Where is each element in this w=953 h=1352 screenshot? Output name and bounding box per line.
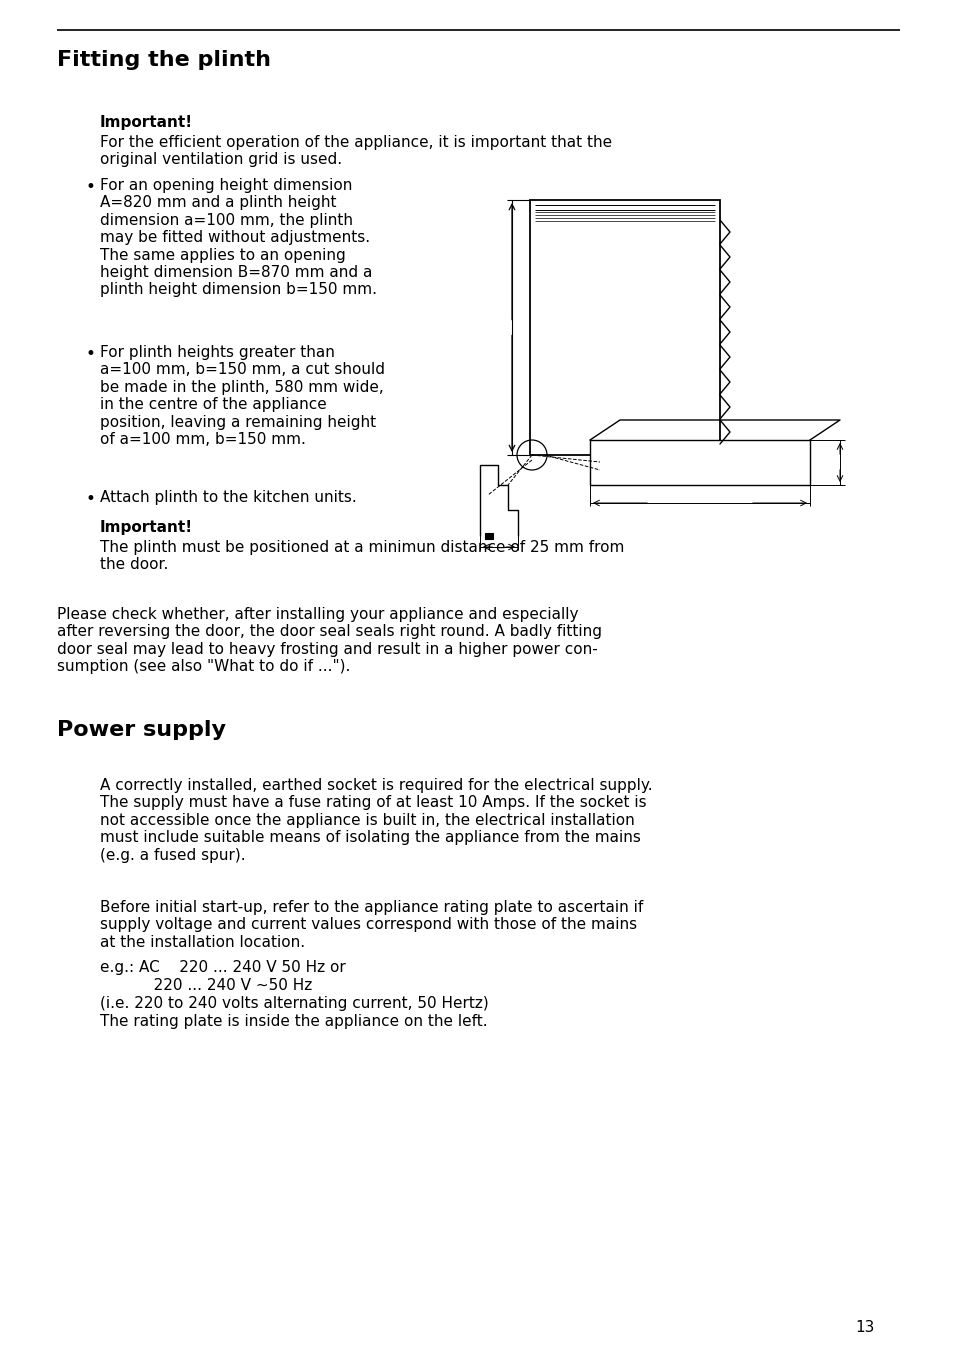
Bar: [484, 533, 493, 539]
Text: 13: 13: [855, 1320, 874, 1334]
Text: Important!: Important!: [100, 115, 193, 130]
Text: e.g.: AC    220 ... 240 V 50 Hz or: e.g.: AC 220 ... 240 V 50 Hz or: [100, 960, 345, 975]
Text: (i.e. 220 to 240 volts alternating current, 50 Hertz): (i.e. 220 to 240 volts alternating curre…: [100, 996, 488, 1011]
Bar: [530, 200, 720, 456]
Text: Attach plinth to the kitchen units.: Attach plinth to the kitchen units.: [100, 489, 356, 506]
Text: The plinth must be positioned at a minimun distance of 25 mm from
the door.: The plinth must be positioned at a minim…: [100, 539, 623, 572]
Text: A correctly installed, earthed socket is required for the electrical supply.
The: A correctly installed, earthed socket is…: [100, 777, 652, 863]
Text: For an opening height dimension
A=820 mm and a plinth height
dimension a=100 mm,: For an opening height dimension A=820 mm…: [100, 178, 376, 297]
Bar: [589, 439, 809, 485]
Text: For the efficient operation of the appliance, it is important that the
original : For the efficient operation of the appli…: [100, 135, 612, 168]
Text: 220 ... 240 V ∼50 Hz: 220 ... 240 V ∼50 Hz: [100, 977, 312, 992]
Text: •: •: [86, 178, 95, 196]
Text: Fitting the plinth: Fitting the plinth: [57, 50, 271, 70]
Text: •: •: [86, 489, 95, 508]
Text: •: •: [86, 345, 95, 362]
Text: For plinth heights greater than
a=100 mm, b=150 mm, a cut should
be made in the : For plinth heights greater than a=100 mm…: [100, 345, 385, 448]
Text: Please check whether, after installing your appliance and especially
after rever: Please check whether, after installing y…: [57, 607, 601, 675]
Text: Important!: Important!: [100, 521, 193, 535]
Text: Power supply: Power supply: [57, 721, 226, 740]
Text: The rating plate is inside the appliance on the left.: The rating plate is inside the appliance…: [100, 1014, 487, 1029]
Text: Before initial start-up, refer to the appliance rating plate to ascertain if
sup: Before initial start-up, refer to the ap…: [100, 900, 642, 950]
